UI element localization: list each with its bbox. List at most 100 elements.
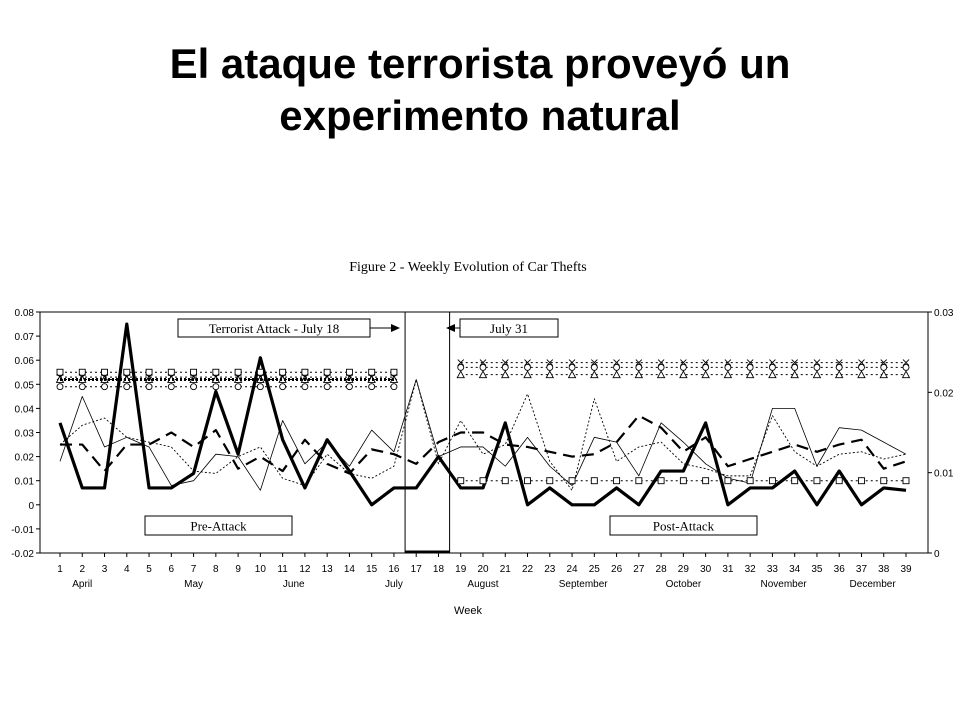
x-tick-label: 33 (767, 564, 779, 575)
data-point (613, 477, 621, 485)
data-point (724, 363, 732, 371)
data-point (880, 359, 888, 366)
data-point (457, 363, 465, 371)
july31-annotation-label: July 31 (490, 321, 528, 336)
data-point (524, 359, 531, 366)
data-point (835, 359, 843, 366)
data-point (902, 363, 910, 371)
data-point (256, 383, 264, 391)
data-point (858, 363, 865, 371)
post-attack-annotation-box (609, 515, 758, 536)
data-point (791, 359, 799, 366)
data-point (568, 359, 576, 366)
x-tick-label: 2 (79, 564, 85, 575)
month-label: June (283, 579, 305, 590)
x-tick-label: 3 (102, 564, 108, 575)
x-tick-label: 20 (477, 564, 489, 575)
data-point (702, 477, 710, 485)
data-point (657, 477, 665, 485)
x-tick-label: 16 (388, 564, 400, 575)
data-point (902, 477, 910, 485)
data-point (345, 383, 353, 391)
data-point (479, 477, 487, 485)
month-label: July (385, 579, 403, 590)
data-point (679, 370, 688, 379)
data-point (612, 370, 621, 379)
data-point (501, 370, 510, 379)
month-label: May (184, 579, 203, 590)
data-point (590, 477, 598, 485)
data-point (56, 383, 64, 391)
data-point (746, 359, 754, 366)
data-point (568, 477, 576, 485)
y-right-tick-label: 0 (934, 549, 940, 560)
y-tick-label: -0.01 (11, 525, 34, 536)
data-point (390, 383, 398, 391)
x-tick-label: 34 (789, 564, 801, 575)
y-tick-label: 0 (28, 501, 34, 512)
data-point (858, 477, 865, 485)
data-point (680, 359, 687, 366)
y-tick-label: 0.06 (15, 356, 35, 367)
data-point (880, 477, 888, 485)
data-point (812, 370, 822, 379)
x-tick-label: 9 (235, 564, 241, 575)
data-point (613, 363, 621, 371)
data-point (456, 370, 465, 379)
data-point (768, 363, 776, 371)
data-point (835, 363, 843, 371)
data-point (479, 363, 487, 371)
x-tick-label: 8 (213, 564, 219, 575)
series-line (59, 379, 907, 491)
data-point (635, 477, 643, 485)
data-point (78, 383, 86, 391)
x-tick-label: 6 (169, 564, 175, 575)
pre-attack-annotation-label: Pre-Attack (190, 519, 247, 534)
x-tick-label: 30 (700, 564, 712, 575)
car-thefts-chart: Figure 2 - Weekly Evolution of Car Theft… (11, 260, 954, 617)
y-tick-label: 0.01 (15, 477, 35, 488)
x-tick-label: 31 (722, 564, 734, 575)
x-tick-label: 24 (566, 564, 578, 575)
x-tick-label: 39 (900, 564, 912, 575)
data-point (768, 477, 776, 485)
data-point (746, 477, 754, 485)
data-point (702, 363, 710, 371)
y-right-tick-label: 0.01 (934, 469, 954, 480)
x-tick-label: 25 (589, 564, 601, 575)
data-point (101, 383, 108, 391)
data-point (590, 359, 598, 366)
data-point (457, 477, 465, 485)
data-point (145, 383, 153, 391)
x-tick-label: 26 (611, 564, 623, 575)
month-label: October (666, 579, 702, 590)
july31-arrow-head (446, 324, 455, 332)
data-point (479, 359, 487, 366)
x-tick-label: 14 (344, 564, 356, 575)
month-label: August (467, 579, 498, 590)
x-tick-label: 27 (633, 564, 645, 575)
data-point (657, 363, 665, 371)
x-tick-label: 36 (834, 564, 846, 575)
data-point (590, 370, 599, 379)
x-tick-label: 7 (191, 564, 197, 575)
data-point (635, 363, 643, 371)
x-tick-label: 5 (146, 564, 152, 575)
data-point (880, 363, 888, 371)
data-point (813, 477, 821, 485)
data-point (634, 370, 644, 379)
series-line (59, 379, 907, 491)
x-tick-label: 19 (455, 564, 467, 575)
x-tick-label: 22 (522, 564, 534, 575)
data-point (546, 359, 554, 366)
data-point (902, 359, 910, 366)
data-point (279, 383, 287, 391)
x-tick-label: 15 (366, 564, 378, 575)
data-point (567, 370, 577, 379)
data-point (590, 363, 598, 371)
data-point (723, 370, 733, 379)
data-point (501, 477, 509, 485)
x-tick-label: 12 (299, 564, 311, 575)
attack-annotation-label: Terrorist Attack - July 18 (209, 321, 340, 336)
x-tick-label: 11 (277, 564, 288, 575)
